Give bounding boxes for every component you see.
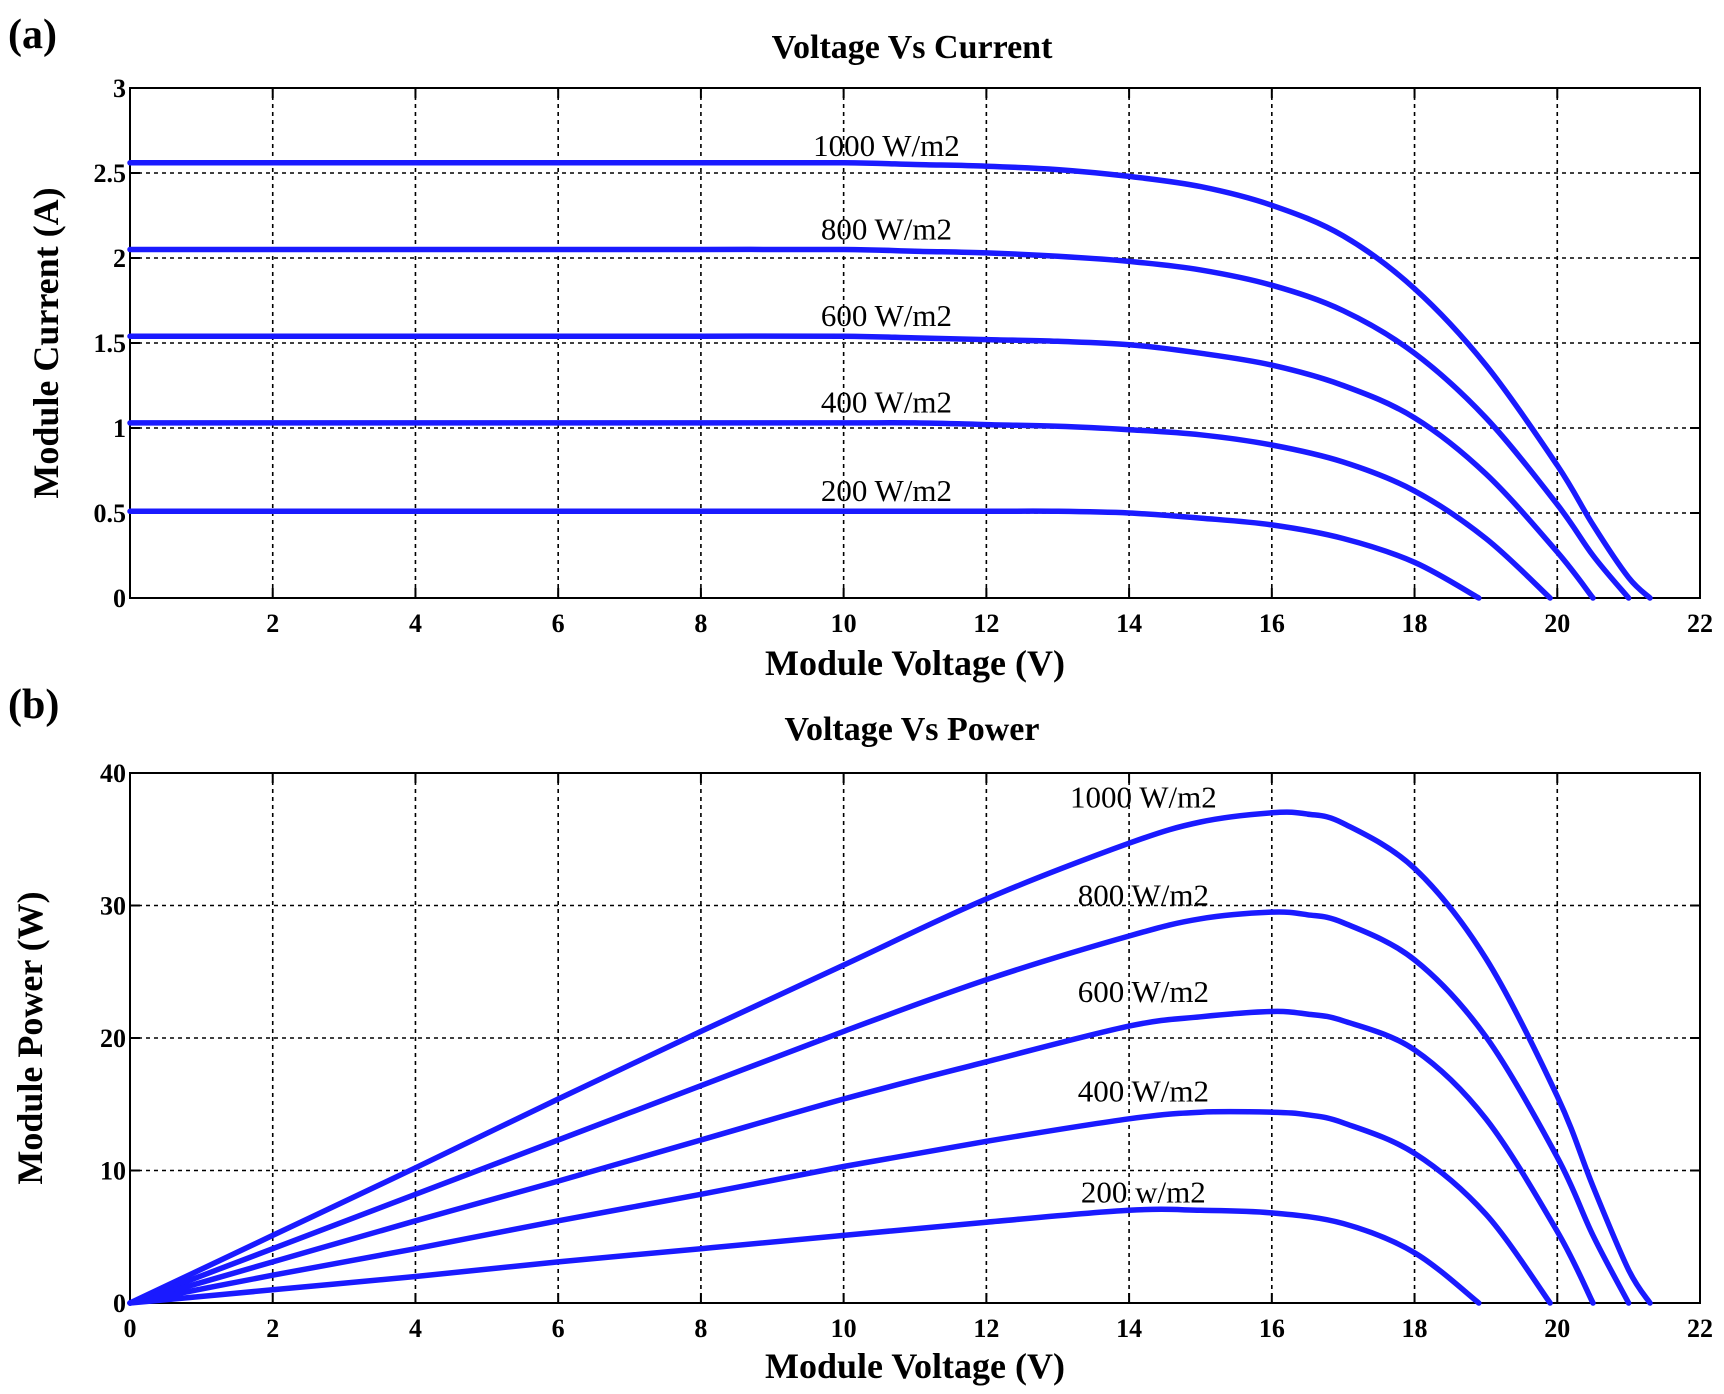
series-line-600-w-m2: [127, 333, 1596, 601]
y-tick-label: 40: [100, 759, 126, 788]
chart-title-b: Voltage Vs Power: [785, 711, 1040, 748]
series-line-1000-w-m2: [127, 159, 1653, 601]
x-tick-labels-a: 2 4 6 8 10 12 14 16 18 20 22: [266, 609, 1713, 638]
curve-labels-b: 1000 W/m2 800 W/m2 600 W/m2 400 W/m2 200 w/m…: [1070, 779, 1217, 1209]
curve-label: 1000 W/m2: [813, 128, 960, 163]
grid-b: [130, 773, 1700, 1303]
x-tick-label: 12: [973, 609, 999, 638]
y-tick-label: 30: [100, 892, 126, 921]
x-tick-label: 14: [1116, 1314, 1142, 1343]
chart-voltage-vs-power: (b) Voltage Vs Power 0 2 4 6 8 10 12 14 16 18 20 22…: [8, 682, 1713, 1386]
x-tick-label: 16: [1259, 609, 1285, 638]
curve-label: 200 w/m2: [1081, 1174, 1206, 1209]
x-tick-labels-b: 0 2 4 6 8 10 12 14 16 18 20 22: [124, 1314, 1714, 1343]
x-tick-label: 20: [1544, 1314, 1570, 1343]
chart-voltage-vs-current: (a) Voltage Vs Current 2 4 6 8 10 12 14 16 18 20 2…: [8, 12, 1713, 683]
series-line-200-w-m2: [127, 508, 1482, 601]
x-tick-label: 2: [266, 609, 279, 638]
y-tick-labels-a: 0 0.5 1 1.5 2 2.5 3: [94, 74, 127, 613]
curve-label: 400 W/m2: [1078, 1074, 1209, 1109]
x-tick-label: 18: [1402, 1314, 1428, 1343]
x-axis-label-b: Module Voltage (V): [765, 1346, 1065, 1386]
x-tick-label: 14: [1116, 609, 1142, 638]
x-tick-label: 8: [694, 609, 707, 638]
curve-label: 1000 W/m2: [1070, 779, 1217, 814]
curve-label: 600 W/m2: [1078, 974, 1209, 1009]
panel-label-b: (b): [8, 682, 59, 728]
y-tick-label: 1: [113, 414, 126, 443]
y-tick-labels-b: 0 10 20 30 40: [100, 759, 126, 1318]
x-tick-label: 12: [973, 1314, 999, 1343]
series-line-400-w-m2: [127, 420, 1553, 601]
series-line-1000-w-m2: [127, 809, 1653, 1306]
series-line-800-w-m2: [127, 909, 1632, 1306]
x-tick-label: 20: [1544, 609, 1570, 638]
x-tick-label: 22: [1687, 609, 1713, 638]
x-tick-label: 22: [1687, 1314, 1713, 1343]
x-tick-label: 6: [552, 609, 565, 638]
y-tick-label: 2.5: [94, 159, 127, 188]
series-line-400-w-m2: [127, 1108, 1553, 1306]
y-tick-label: 20: [100, 1024, 126, 1053]
curve-label: 400 W/m2: [821, 385, 952, 420]
x-tick-label: 8: [694, 1314, 707, 1343]
y-tick-label: 0: [113, 1289, 126, 1318]
y-tick-label: 0.5: [94, 499, 127, 528]
y-axis-label-a: Module Current (A): [26, 187, 66, 498]
x-tick-label: 6: [552, 1314, 565, 1343]
y-tick-label: 2: [113, 244, 126, 273]
series-line-800-w-m2: [127, 246, 1632, 601]
x-tick-label: 10: [831, 609, 857, 638]
y-axis-label-b: Module Power (W): [10, 891, 50, 1184]
curve-label: 600 W/m2: [821, 298, 952, 333]
y-tick-label: 1.5: [94, 329, 127, 358]
series-line-200-w-m2: [127, 1206, 1482, 1306]
series-line-600-w-m2: [127, 1008, 1596, 1306]
series-group-b: [127, 809, 1653, 1306]
curve-labels-a: 1000 W/m2 800 W/m2 600 W/m2 400 W/m2 200 W/m…: [813, 128, 960, 508]
x-tick-label: 2: [266, 1314, 279, 1343]
curve-label: 800 W/m2: [821, 211, 952, 246]
x-tick-label: 16: [1259, 1314, 1285, 1343]
series-group-a: [127, 159, 1653, 601]
x-tick-label: 18: [1402, 609, 1428, 638]
panel-label-a: (a): [8, 12, 57, 58]
x-tick-label: 0: [124, 1314, 137, 1343]
y-tick-label: 0: [113, 584, 126, 613]
x-tick-label: 4: [409, 609, 422, 638]
curve-label: 200 W/m2: [821, 473, 952, 508]
chart-title-a: Voltage Vs Current: [772, 29, 1053, 66]
x-axis-label-a: Module Voltage (V): [765, 643, 1065, 683]
curve-label: 800 W/m2: [1078, 878, 1209, 913]
tick-marks-a: [130, 87, 1701, 599]
x-tick-label: 10: [831, 1314, 857, 1343]
y-tick-label: 3: [113, 74, 126, 103]
x-tick-label: 4: [409, 1314, 422, 1343]
y-tick-label: 10: [100, 1157, 126, 1186]
